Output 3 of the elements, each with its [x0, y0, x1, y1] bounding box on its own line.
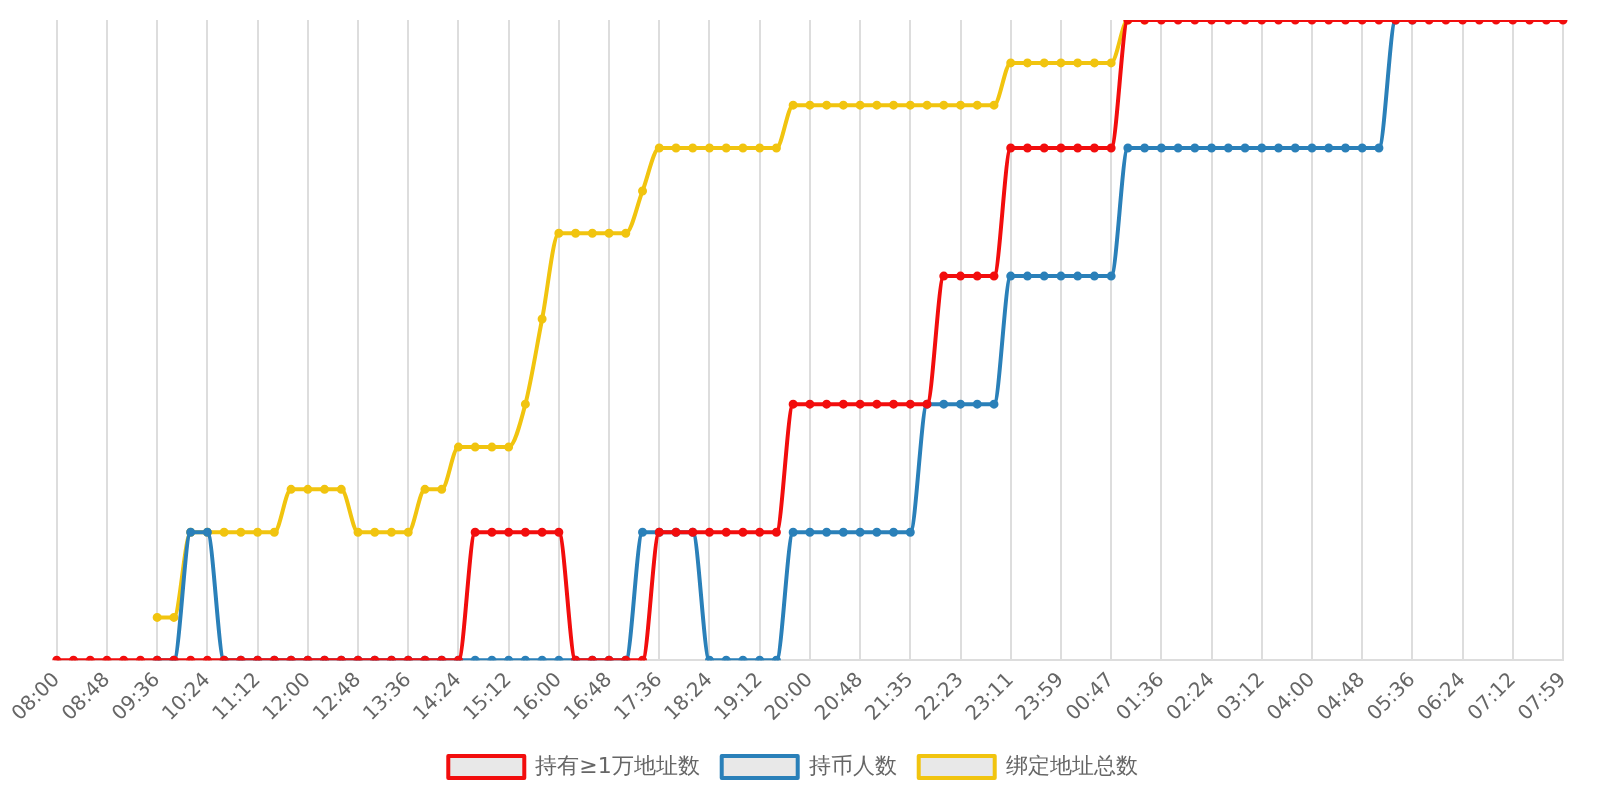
legend-label: 持有≥1万地址数	[535, 752, 700, 778]
legend-label: 持币人数	[808, 752, 897, 778]
legend-label: 绑定地址总数	[1005, 752, 1138, 778]
